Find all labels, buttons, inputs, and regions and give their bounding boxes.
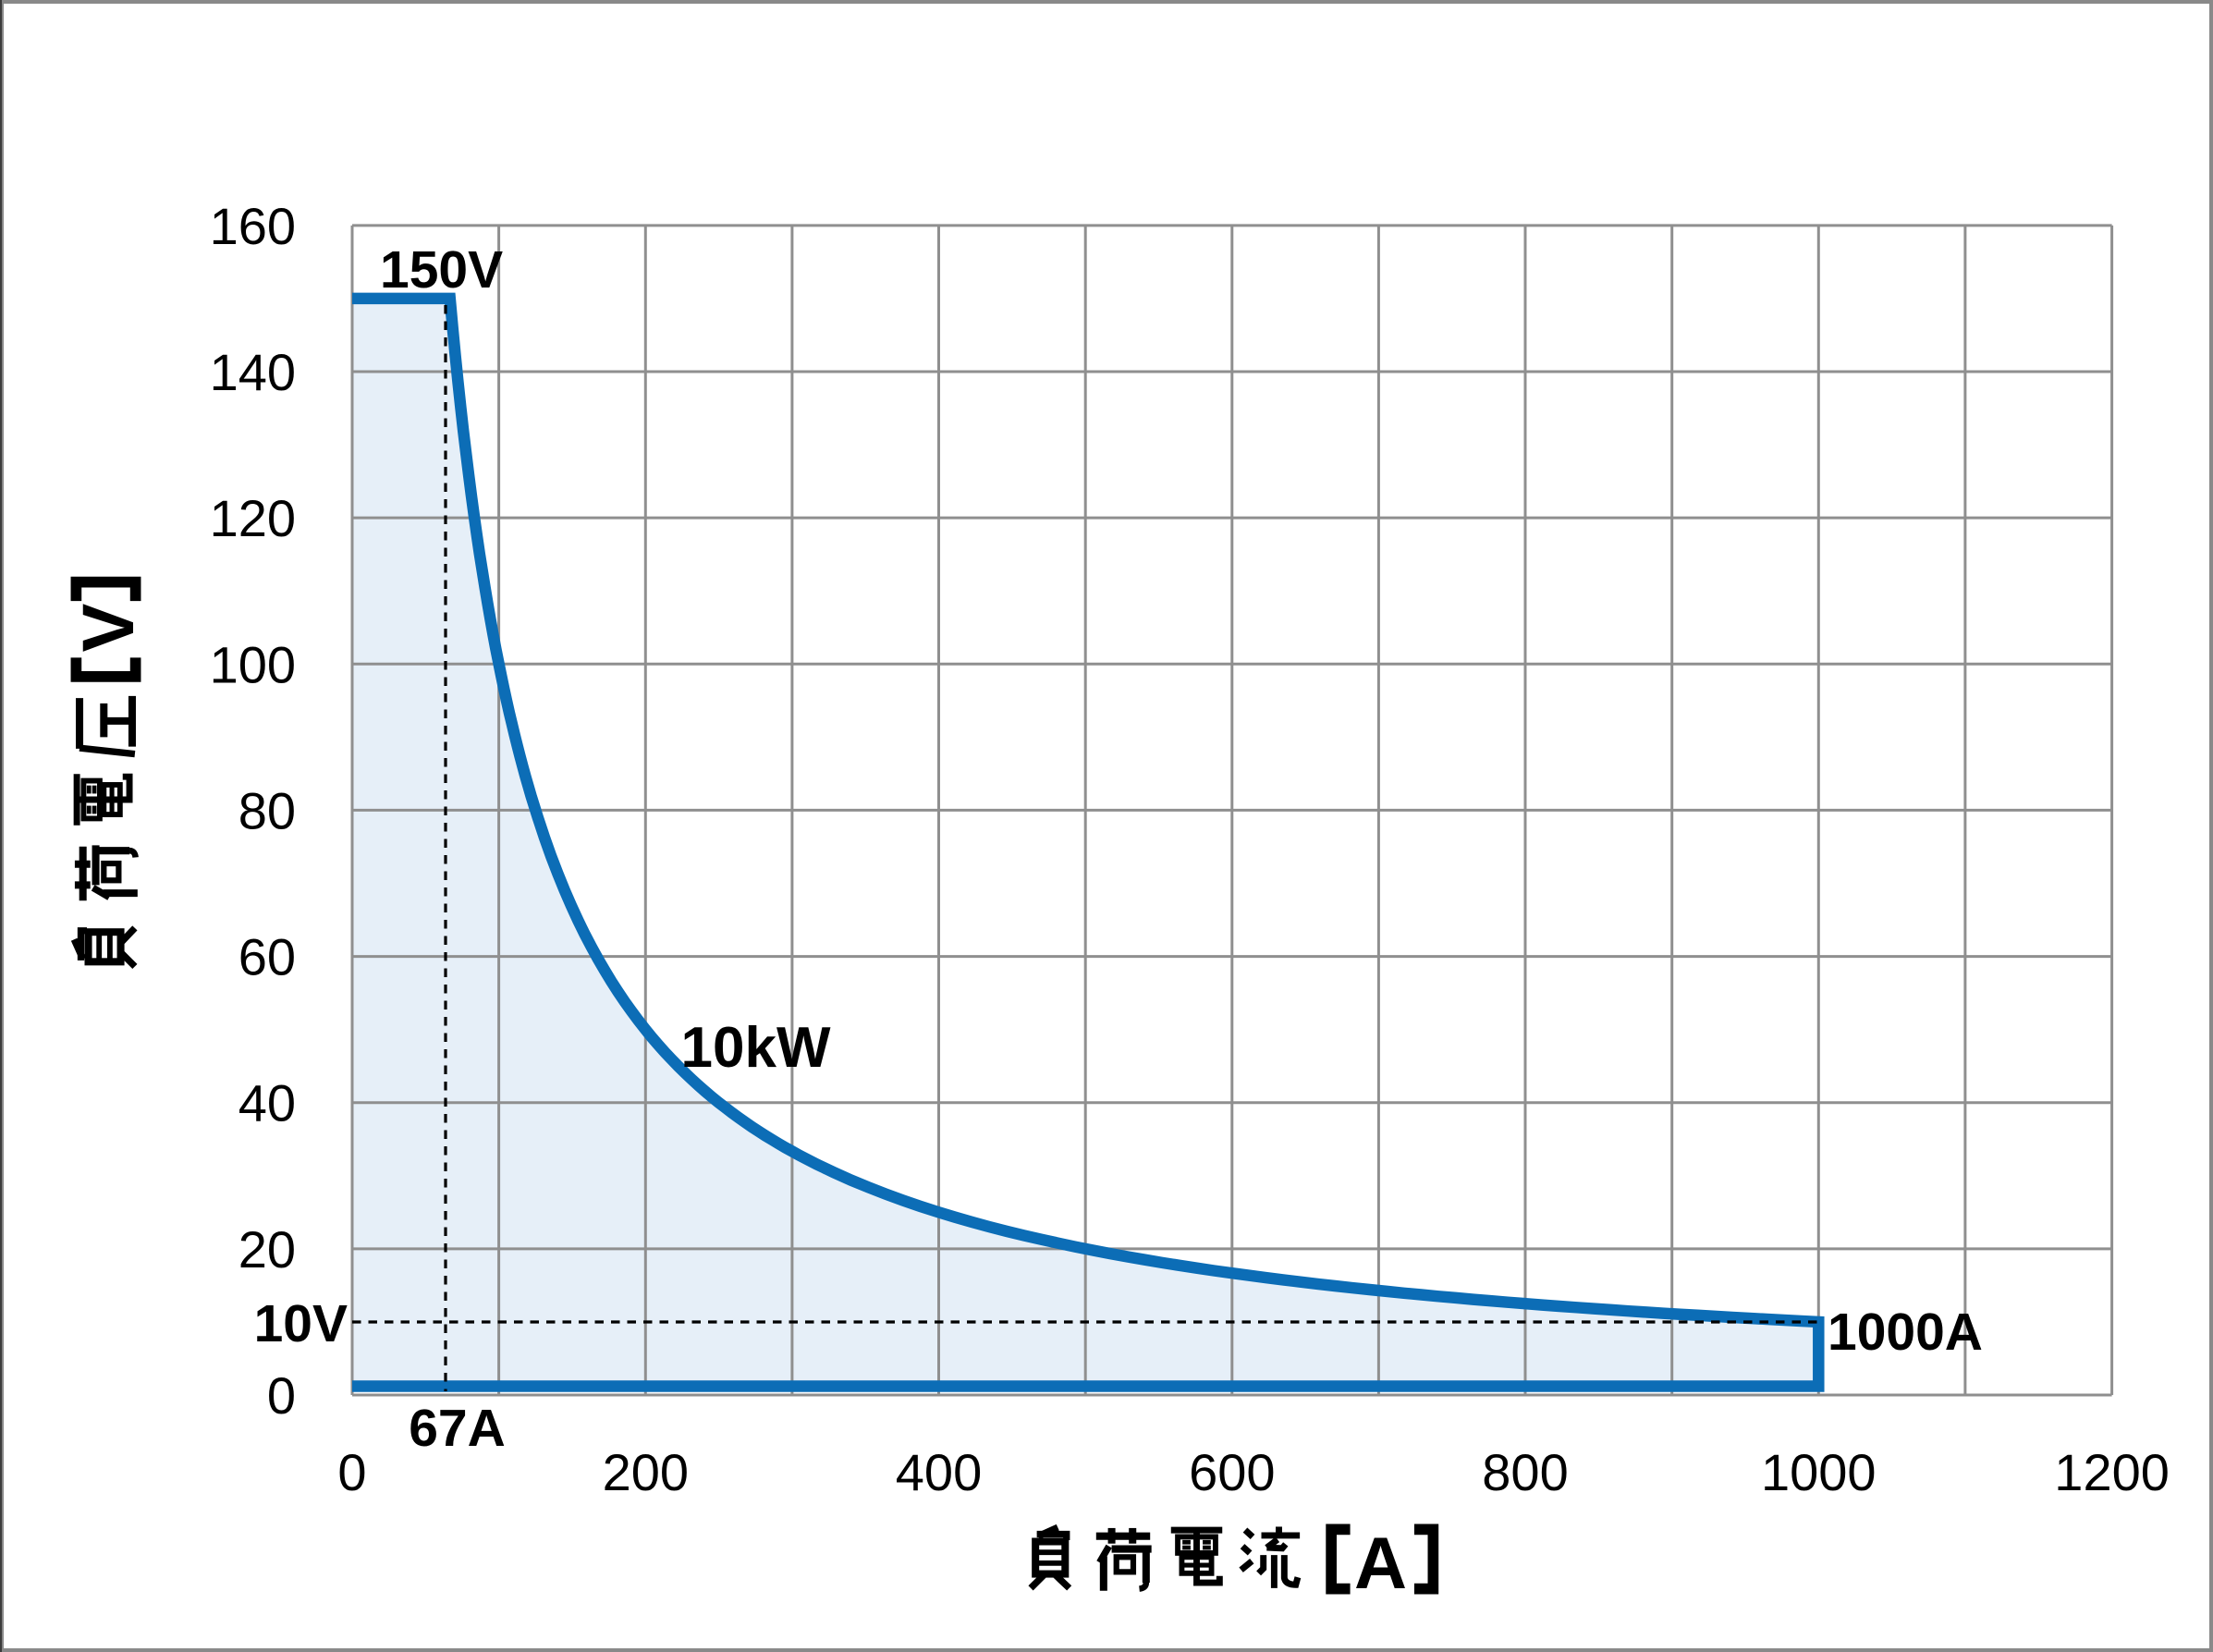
svg-text:160: 160: [210, 197, 296, 255]
svg-text:120: 120: [210, 489, 296, 547]
svg-text:0: 0: [337, 1443, 366, 1501]
svg-text:20: 20: [238, 1220, 296, 1279]
svg-text:V: V: [67, 603, 149, 652]
svg-text:10kW: 10kW: [681, 1016, 831, 1080]
svg-text:10V: 10V: [254, 1294, 348, 1353]
svg-text:400: 400: [896, 1443, 982, 1501]
svg-text:60: 60: [238, 928, 296, 986]
svg-text:80: 80: [238, 781, 296, 839]
svg-text:1000: 1000: [1761, 1443, 1877, 1501]
svg-text:140: 140: [210, 343, 296, 401]
svg-text:0: 0: [267, 1366, 296, 1425]
svg-text:150V: 150V: [380, 240, 503, 300]
svg-text:800: 800: [1482, 1443, 1568, 1501]
svg-text:40: 40: [238, 1074, 296, 1132]
svg-text:200: 200: [603, 1443, 689, 1501]
svg-text:A: A: [1354, 1522, 1407, 1604]
svg-text:1200: 1200: [2054, 1443, 2170, 1501]
svg-text:67A: 67A: [409, 1399, 506, 1458]
svg-text:600: 600: [1189, 1443, 1275, 1501]
svg-text:100: 100: [210, 635, 296, 693]
svg-text:1000A: 1000A: [1828, 1303, 1983, 1362]
